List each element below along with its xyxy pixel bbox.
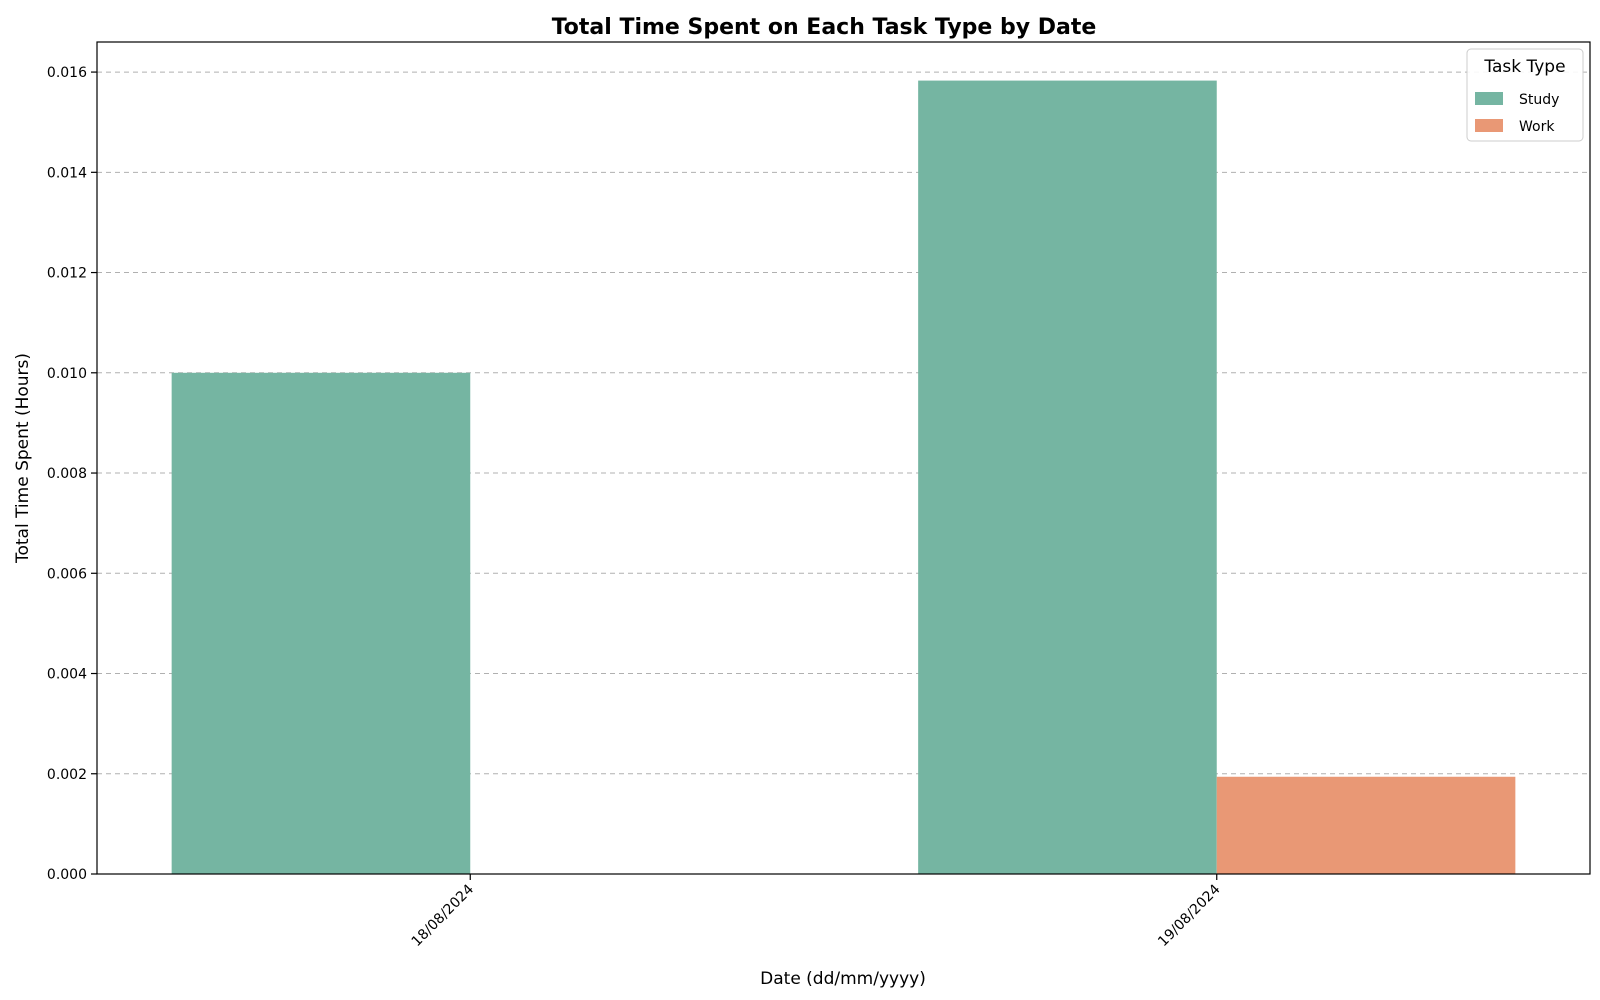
legend-label-work: Work: [1519, 119, 1555, 135]
legend-title: Task Type: [1483, 57, 1565, 77]
y-tick-label: 0.004: [47, 667, 87, 683]
y-tick-label: 0.012: [47, 266, 87, 282]
y-tick-label: 0.008: [47, 466, 87, 482]
legend-swatch-study: [1475, 92, 1503, 105]
bar-study-1: [171, 372, 471, 874]
plot-frame: [96, 41, 1591, 875]
x-tick-label: 19/08/2024: [1155, 881, 1223, 949]
y-tick-label: 0.000: [47, 867, 87, 883]
y-axis: 0.000 0.002 0.004 0.006 0.008 0.010 0.012 0.014…: [47, 65, 97, 883]
bars: [171, 80, 1516, 874]
chart-title: Total Time Spent on Each Task Type by Da…: [552, 15, 1097, 40]
legend: Task Type Study Work: [1466, 48, 1584, 142]
legend-swatch-work: [1475, 119, 1503, 132]
y-tick-label: 0.010: [47, 366, 87, 382]
y-tick-label: 0.006: [47, 566, 87, 582]
bar-work-2: [1216, 776, 1516, 874]
x-tick-label: 18/08/2024: [409, 881, 477, 949]
y-axis-label: Total Time Spent (Hours): [13, 353, 33, 564]
x-axis-label: Date (dd/mm/yyyy): [760, 969, 926, 989]
x-axis: 18/08/2024 19/08/2024: [409, 874, 1224, 950]
y-tick-label: 0.014: [47, 165, 87, 181]
y-tick-label: 0.016: [47, 65, 87, 81]
legend-box: [1466, 48, 1584, 142]
legend-label-study: Study: [1519, 92, 1559, 108]
y-tick-label: 0.002: [47, 767, 87, 783]
bar-study-2: [918, 80, 1217, 874]
